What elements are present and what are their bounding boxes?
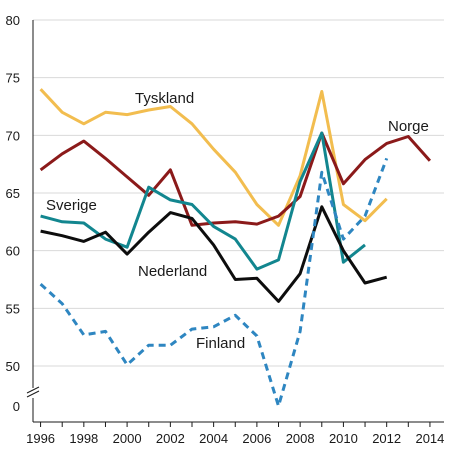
series-lines (39, 88, 432, 408)
x-tick-label-2004: 2004 (199, 431, 228, 446)
x-tick-label-1998: 1998 (69, 431, 98, 446)
axis-break-mark (26, 386, 40, 398)
x-tick-label-2010: 2010 (329, 431, 358, 446)
x-tick-labels: 1996 1998 2000 2002 2004 2006 2008 2010 2012 2014 (26, 431, 444, 446)
series-line-sverige (40, 131, 366, 271)
x-tick-label-1996: 1996 (26, 431, 55, 446)
series-line-nederland (40, 205, 388, 303)
y-tick-label-55: 55 (6, 301, 20, 316)
y-tick-label-0: 0 (13, 399, 20, 414)
x-tick-label-2006: 2006 (242, 431, 271, 446)
series-label-tyskland: Tyskland (135, 90, 194, 107)
y-tick-label-75: 75 (6, 71, 20, 86)
y-tick-label-60: 60 (6, 244, 20, 259)
x-tick-label-2012: 2012 (372, 431, 401, 446)
y-tick-labels: 0 50 55 60 65 70 75 80 (6, 13, 20, 414)
series-label-sverige: Sverige (46, 197, 97, 214)
series-label-finland: Finland (196, 335, 245, 352)
series-line-tyskland (39, 88, 388, 227)
gridlines (33, 19, 444, 367)
y-tick-label-80: 80 (6, 13, 20, 28)
axes (26, 20, 444, 427)
x-tick-label-2000: 2000 (113, 431, 142, 446)
x-tick-label-2014: 2014 (415, 431, 444, 446)
series-line-finland (39, 157, 389, 408)
x-tick-label-2008: 2008 (286, 431, 315, 446)
y-tick-label-70: 70 (6, 128, 20, 143)
series-label-nederland: Nederland (138, 263, 207, 280)
series-labels: Tyskland Norge Sverige Nederland Finland (46, 90, 429, 352)
x-tick-label-2002: 2002 (156, 431, 185, 446)
series-line-norge (39, 131, 432, 227)
y-tick-label-50: 50 (6, 359, 20, 374)
series-label-norge: Norge (388, 118, 429, 135)
y-tick-label-65: 65 (6, 186, 20, 201)
